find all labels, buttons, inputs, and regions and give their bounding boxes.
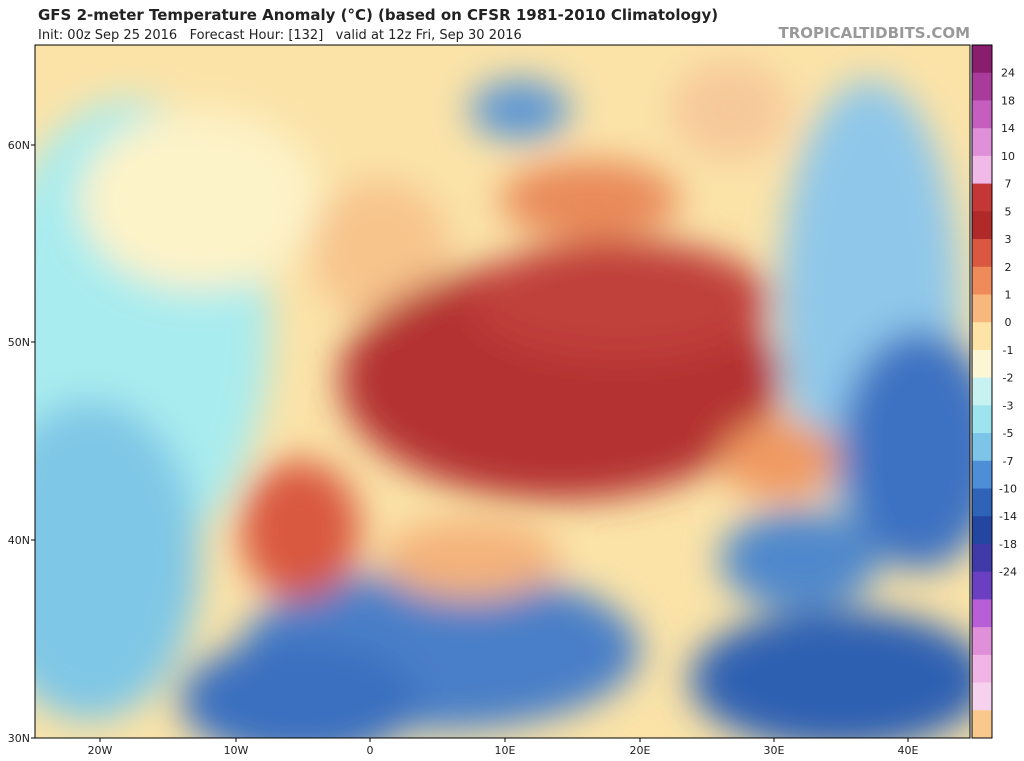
lat-label: 60N bbox=[8, 139, 30, 152]
colorbar-label: 7 bbox=[1005, 178, 1012, 191]
lon-label: 20E bbox=[630, 744, 651, 757]
lon-label: 10W bbox=[224, 744, 249, 757]
colorbar-label: -10 bbox=[999, 483, 1017, 496]
lon-label: 0 bbox=[367, 744, 374, 757]
lat-label: 40N bbox=[8, 534, 30, 547]
colorbar-label: -2 bbox=[1003, 372, 1014, 385]
colorbar-label: 0 bbox=[1005, 316, 1012, 329]
lon-label: 20W bbox=[88, 744, 113, 757]
colorbar-swatch bbox=[972, 72, 992, 101]
colorbar-swatch bbox=[972, 682, 992, 711]
colorbar-label: -24 bbox=[999, 566, 1017, 579]
colorbar-swatch bbox=[972, 516, 992, 545]
title: GFS 2-meter Temperature Anomaly (°C) (ba… bbox=[38, 6, 718, 24]
colorbar-swatch bbox=[972, 710, 992, 739]
colorbar-label: -3 bbox=[1003, 399, 1014, 412]
colorbar-swatch bbox=[972, 294, 992, 323]
lon-label: 10E bbox=[495, 744, 516, 757]
colorbar-swatch bbox=[972, 239, 992, 268]
colorbar-label: 3 bbox=[1005, 233, 1012, 246]
colorbar-label: 2 bbox=[1005, 261, 1012, 274]
colorbar-label: 18 bbox=[1001, 94, 1015, 107]
colorbar-frame bbox=[971, 44, 993, 739]
colorbar-swatch bbox=[972, 460, 992, 490]
colorbar-swatch bbox=[972, 155, 992, 185]
colorbar-label: -14 bbox=[999, 510, 1017, 523]
source: TROPICALTIDBITS.COM bbox=[779, 24, 971, 42]
colorbar-label: -18 bbox=[999, 538, 1017, 551]
colorbar-swatch bbox=[972, 654, 992, 684]
colorbar-swatch bbox=[972, 405, 992, 434]
colorbar-swatch bbox=[972, 322, 992, 351]
colorbar-label: -7 bbox=[1003, 455, 1014, 468]
colorbar-swatch bbox=[972, 100, 992, 129]
colorbar-swatch bbox=[972, 266, 992, 295]
colorbar-swatch bbox=[972, 45, 992, 74]
colorbar-swatch bbox=[972, 488, 992, 517]
colorbar-swatch bbox=[972, 571, 992, 600]
colorbar-swatch bbox=[972, 543, 992, 573]
colorbar-label: 10 bbox=[1001, 150, 1015, 163]
colorbar-label: 24 bbox=[1001, 67, 1015, 80]
colorbar-swatch bbox=[972, 599, 992, 628]
colorbar-swatch bbox=[972, 183, 992, 212]
colorbar-label: 1 bbox=[1005, 288, 1012, 301]
colorbar-swatch bbox=[972, 433, 992, 462]
colorbar-swatch bbox=[972, 377, 992, 406]
colorbar-swatch bbox=[972, 349, 992, 379]
subtitle: Init: 00z Sep 25 2016 Forecast Hour: [13… bbox=[38, 28, 522, 43]
colorbar-label: -5 bbox=[1003, 427, 1014, 440]
map-frame bbox=[34, 44, 971, 739]
colorbar-swatch bbox=[972, 211, 992, 240]
lat-label: 50N bbox=[8, 336, 30, 349]
colorbar-label: 14 bbox=[1001, 122, 1015, 135]
lat-label: 30N bbox=[8, 732, 30, 745]
colorbar-swatch bbox=[972, 128, 992, 157]
map bbox=[35, 45, 970, 738]
colorbar-label: 5 bbox=[1005, 205, 1012, 218]
colorbar-swatch bbox=[972, 627, 992, 656]
lon-label: 30E bbox=[764, 744, 785, 757]
lon-label: 40E bbox=[898, 744, 919, 757]
colorbar-label: -1 bbox=[1003, 344, 1014, 357]
